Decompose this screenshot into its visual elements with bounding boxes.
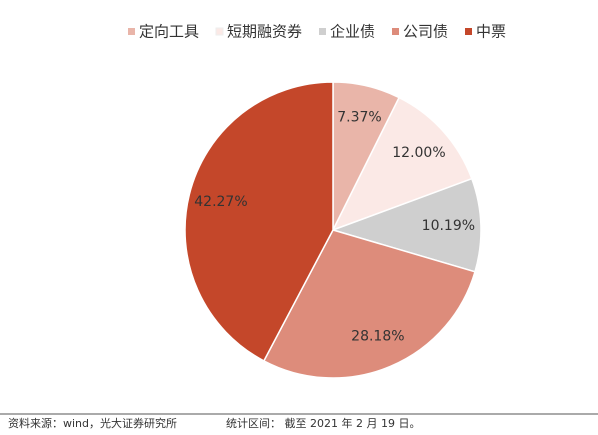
pie-slice (330, 177, 482, 273)
pie-slice (184, 81, 334, 362)
legend-label: 定向工具 (139, 23, 199, 41)
source-note: 资料来源：wind，光大证券研究所 (8, 416, 177, 430)
slice-label: 28.18% (351, 328, 404, 344)
slice-label: 42.27% (194, 194, 247, 210)
legend-swatch (128, 28, 135, 35)
legend-swatch (465, 28, 472, 35)
period-note: 统计区间： 截至 2021 年 2 月 19 日。 (226, 416, 420, 430)
pie-slice (262, 229, 476, 379)
legend-swatch (215, 27, 224, 36)
legend-label: 公司债 (403, 23, 448, 41)
legend-label: 短期融资券 (227, 23, 302, 41)
legend-label: 企业债 (330, 23, 375, 41)
pie-slice (331, 96, 473, 232)
slice-label: 12.00% (392, 145, 445, 161)
legend-label: 中票 (476, 23, 506, 41)
legend-swatch (392, 28, 399, 35)
slice-label: 7.37% (337, 110, 381, 126)
legend-swatch (319, 28, 326, 35)
slice-label: 10.19% (422, 218, 475, 234)
